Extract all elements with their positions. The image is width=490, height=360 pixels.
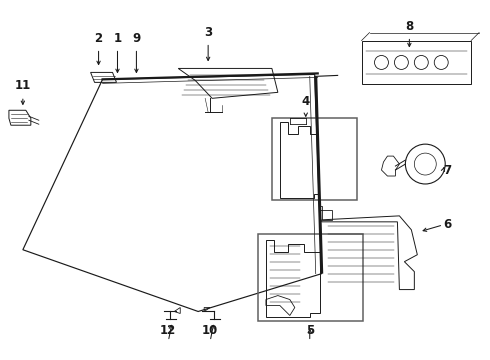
Bar <box>258 234 363 321</box>
Text: 2: 2 <box>95 32 102 45</box>
Text: 7: 7 <box>443 163 451 176</box>
Text: 5: 5 <box>306 324 314 337</box>
Text: 3: 3 <box>204 26 212 39</box>
Text: 10: 10 <box>202 324 218 337</box>
Text: 11: 11 <box>15 79 31 92</box>
Text: 1: 1 <box>113 32 122 45</box>
Text: 8: 8 <box>405 19 414 32</box>
Text: 9: 9 <box>132 32 141 45</box>
Text: 6: 6 <box>443 218 451 231</box>
Text: 4: 4 <box>302 95 310 108</box>
Bar <box>362 41 471 84</box>
Bar <box>272 118 357 200</box>
Text: 12: 12 <box>160 324 176 337</box>
